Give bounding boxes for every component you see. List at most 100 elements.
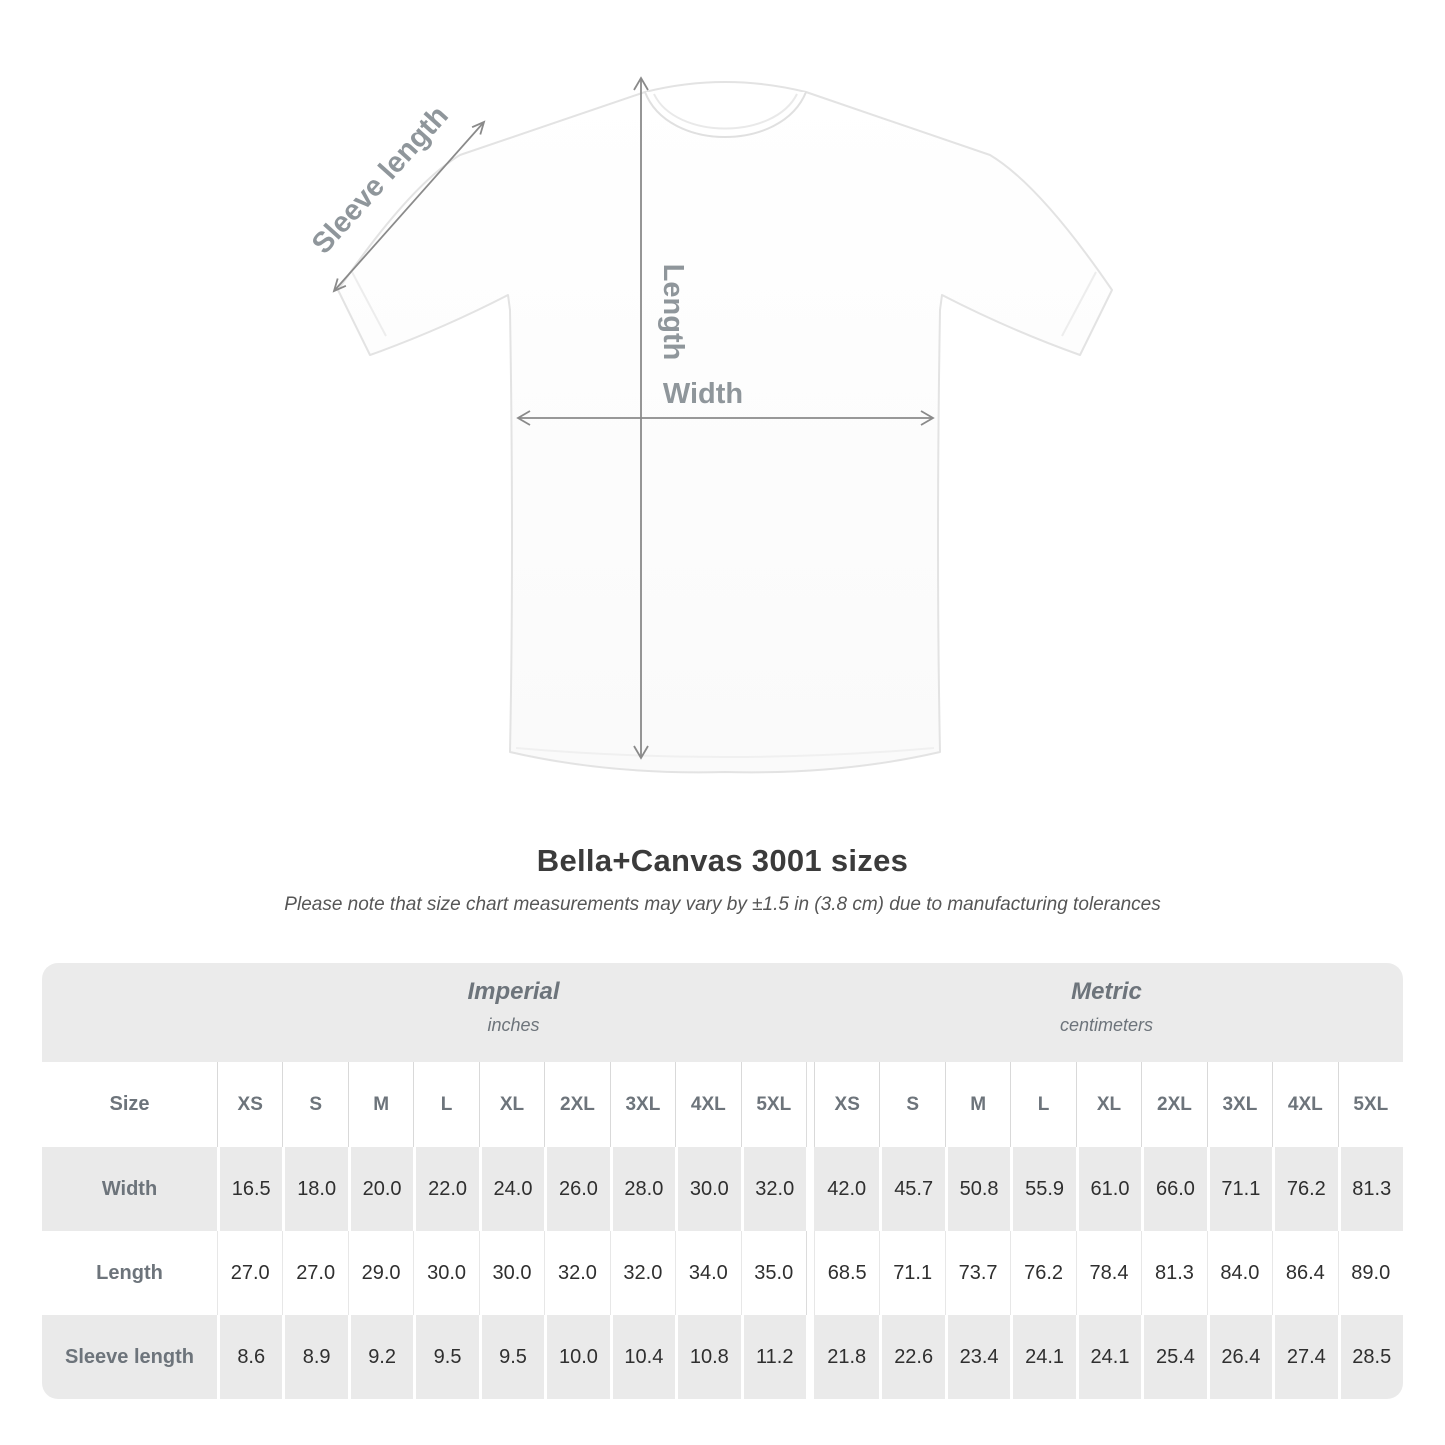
size-value-cell: 28.0	[609, 1147, 676, 1231]
size-header-imperial: XS	[217, 1062, 283, 1147]
size-value-cell: 27.4	[1272, 1315, 1338, 1399]
right-sleeve-seam	[1061, 271, 1097, 337]
imperial-label: Imperial	[467, 978, 560, 1005]
size-header-imperial: L	[413, 1062, 479, 1147]
size-header-metric: XL	[1075, 1062, 1142, 1147]
row-label: Length	[42, 1231, 217, 1315]
width-label: Width	[663, 378, 743, 410]
size-value-cell: 28.5	[1337, 1315, 1403, 1399]
size-value-cell: 81.3	[1337, 1147, 1403, 1231]
size-header-imperial: M	[347, 1062, 414, 1147]
unit-header-band: Imperial inches Metric centimeters	[42, 963, 1403, 1062]
collar-inner-seam	[653, 93, 798, 130]
size-value-cell: 24.0	[478, 1147, 545, 1231]
size-column-header: Size	[42, 1062, 217, 1147]
sleeve-length-arrow	[332, 120, 486, 293]
size-value-cell: 23.4	[944, 1315, 1011, 1399]
size-value-cell: 61.0	[1075, 1147, 1142, 1231]
unit-divider	[805, 1315, 814, 1399]
size-value-cell: 84.0	[1206, 1231, 1273, 1315]
size-value-cell: 89.0	[1337, 1231, 1403, 1315]
size-value-cell: 25.4	[1141, 1315, 1207, 1399]
size-value-cell: 68.5	[813, 1231, 880, 1315]
size-header-metric: M	[944, 1062, 1011, 1147]
hem-seam	[515, 747, 935, 758]
size-header-imperial: 2XL	[544, 1062, 610, 1147]
size-value-cell: 30.0	[675, 1147, 741, 1231]
size-value-cell: 27.0	[282, 1231, 348, 1315]
imperial-unit: inches	[487, 1015, 540, 1035]
size-header-metric: 3XL	[1206, 1062, 1273, 1147]
size-value-cell: 55.9	[1010, 1147, 1076, 1231]
size-value-cell: 24.1	[1010, 1315, 1076, 1399]
size-value-cell: 22.0	[413, 1147, 479, 1231]
tshirt-graphic	[337, 81, 1113, 774]
metric-label: Metric	[1071, 978, 1142, 1005]
size-value-cell: 8.9	[282, 1315, 348, 1399]
size-value-cell: 24.1	[1075, 1315, 1142, 1399]
size-header-imperial: 4XL	[675, 1062, 741, 1147]
size-value-cell: 9.5	[478, 1315, 545, 1399]
size-header-imperial: 5XL	[740, 1062, 806, 1147]
row-label: Width	[42, 1147, 217, 1231]
width-arrow	[516, 410, 935, 426]
size-value-cell: 32.0	[740, 1147, 806, 1231]
size-value-cell: 16.5	[217, 1147, 283, 1231]
size-header-metric: S	[879, 1062, 945, 1147]
size-value-cell: 35.0	[740, 1231, 806, 1315]
size-value-cell: 27.0	[217, 1231, 283, 1315]
size-value-cell: 26.4	[1206, 1315, 1273, 1399]
size-header-imperial: 3XL	[609, 1062, 676, 1147]
size-value-cell: 30.0	[413, 1231, 479, 1315]
size-value-cell: 76.2	[1010, 1231, 1076, 1315]
imperial-header: Imperial inches	[217, 963, 810, 1062]
unit-divider	[805, 1231, 814, 1315]
size-value-cell: 10.8	[675, 1315, 741, 1399]
unit-divider	[805, 1062, 814, 1147]
size-value-cell: 86.4	[1272, 1231, 1338, 1315]
size-value-cell: 21.8	[813, 1315, 880, 1399]
size-value-cell: 66.0	[1141, 1147, 1207, 1231]
size-header-imperial: S	[282, 1062, 348, 1147]
page-subtitle: Please note that size chart measurements…	[284, 894, 1161, 915]
size-header-imperial: XL	[478, 1062, 545, 1147]
size-header-metric: 2XL	[1141, 1062, 1207, 1147]
collar-icon	[644, 91, 807, 138]
size-value-cell: 32.0	[609, 1231, 676, 1315]
size-value-cell: 9.5	[413, 1315, 479, 1399]
size-value-cell: 71.1	[879, 1231, 945, 1315]
size-value-cell: 76.2	[1272, 1147, 1338, 1231]
length-label: Length	[657, 264, 689, 361]
metric-unit: centimeters	[1059, 1015, 1154, 1035]
size-header-metric: 5XL	[1337, 1062, 1403, 1147]
size-table-grid: Size XS S M L XL 2XL 3XL 4XL 5XL XS S M L XL 2XL 3XL 4XL 5…	[42, 1062, 1403, 1399]
size-value-cell: 9.2	[347, 1315, 414, 1399]
size-value-cell: 10.4	[609, 1315, 676, 1399]
size-table: Imperial inches Metric centimeters Size X…	[42, 963, 1403, 1399]
size-value-cell: 45.7	[879, 1147, 945, 1231]
unit-band-spacer	[42, 963, 217, 1062]
size-value-cell: 29.0	[347, 1231, 414, 1315]
size-value-cell: 20.0	[347, 1147, 414, 1231]
size-value-cell: 34.0	[675, 1231, 741, 1315]
size-value-cell: 42.0	[813, 1147, 880, 1231]
size-header-metric: 4XL	[1272, 1062, 1338, 1147]
left-sleeve-seam	[351, 271, 387, 337]
size-value-cell: 71.1	[1206, 1147, 1273, 1231]
size-value-cell: 81.3	[1141, 1231, 1207, 1315]
size-value-cell: 10.0	[544, 1315, 610, 1399]
size-value-cell: 50.8	[944, 1147, 1011, 1231]
size-header-metric: L	[1010, 1062, 1076, 1147]
unit-divider	[805, 1147, 814, 1231]
page-title: Bella+Canvas 3001 sizes	[536, 843, 909, 878]
size-value-cell: 26.0	[544, 1147, 610, 1231]
size-value-cell: 22.6	[879, 1315, 945, 1399]
tshirt-diagram: Sleeve length Length Width	[306, 76, 1113, 774]
size-value-cell: 18.0	[282, 1147, 348, 1231]
size-value-cell: 32.0	[544, 1231, 610, 1315]
size-value-cell: 73.7	[944, 1231, 1011, 1315]
size-value-cell: 11.2	[740, 1315, 806, 1399]
metric-header: Metric centimeters	[810, 963, 1403, 1062]
row-label: Sleeve length	[42, 1315, 217, 1399]
